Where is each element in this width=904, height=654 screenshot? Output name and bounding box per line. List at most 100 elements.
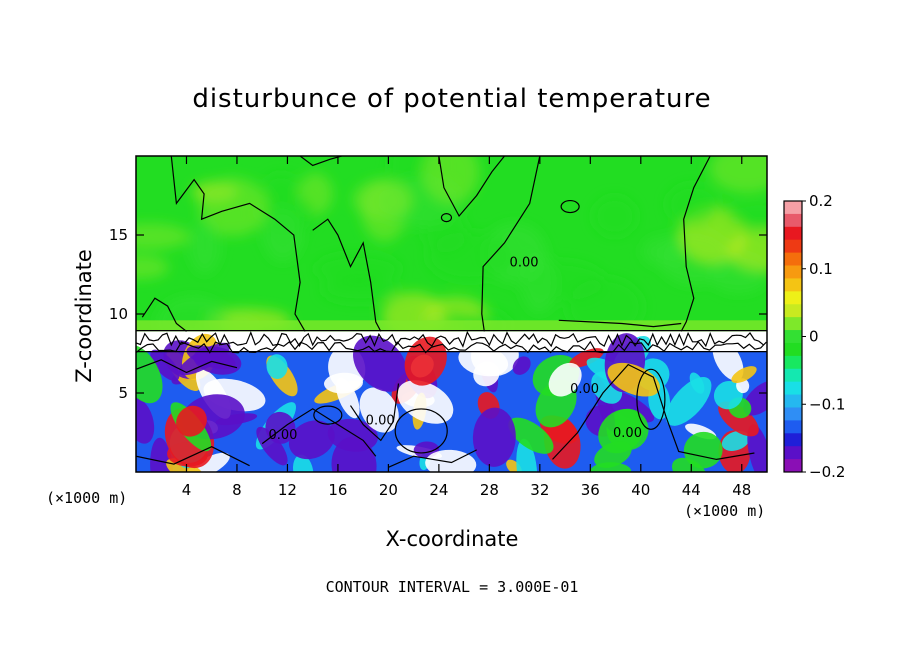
colorbar-cell — [784, 317, 802, 331]
colorbar-cell — [784, 278, 802, 292]
colorbar-cell — [784, 330, 802, 344]
colorbar-cell — [784, 381, 802, 395]
contour-lines — [136, 156, 767, 468]
contour-line — [170, 156, 306, 332]
field-patch — [264, 173, 298, 198]
y-tick-label: 15 — [109, 226, 128, 244]
contour-line — [261, 408, 377, 457]
x-tick-label: 28 — [480, 481, 499, 499]
y-tick-label: 10 — [109, 305, 128, 323]
contour-ring — [560, 199, 580, 214]
field-patch — [198, 177, 269, 237]
eddy — [512, 356, 531, 375]
colorbar-cell — [784, 304, 802, 318]
field-patch — [136, 255, 169, 280]
contour-label: 0.00 — [366, 414, 395, 429]
field-patch — [189, 220, 221, 274]
x-tick-label: 12 — [278, 481, 297, 499]
colorbar-cell — [784, 265, 802, 279]
eddy — [473, 361, 500, 387]
contour-line — [141, 297, 187, 332]
eddy — [184, 452, 230, 472]
chart-title: disturbunce of potential temperature — [192, 84, 712, 114]
colorbar-cell — [784, 446, 802, 460]
eddy — [397, 380, 454, 424]
colorbar-cell — [784, 252, 802, 266]
contour-line — [312, 218, 382, 332]
colorbar-cell — [784, 394, 802, 408]
eddy — [176, 405, 207, 437]
colorbar-tick-label: 0 — [809, 328, 819, 346]
eddy — [256, 426, 288, 466]
eddy — [548, 362, 582, 397]
eddy — [516, 438, 538, 472]
x-tick-label: 4 — [182, 481, 192, 499]
field-patch — [593, 196, 637, 237]
eddy — [472, 407, 516, 467]
eddy — [713, 380, 743, 410]
eddy — [594, 441, 632, 468]
x-tick-label: 24 — [429, 481, 448, 499]
contour-label: 0.00 — [269, 428, 298, 443]
eddy — [359, 387, 399, 433]
colorbar-cell — [784, 201, 802, 215]
eddy — [607, 362, 660, 397]
contour-interval-note: CONTOUR INTERVAL = 3.000E-01 — [325, 578, 579, 596]
x-axis-label: X-coordinate — [385, 527, 519, 551]
eddy — [721, 430, 750, 451]
contour-ring — [313, 405, 343, 425]
colorbar-tick-label: −0.1 — [809, 395, 845, 413]
contour-line — [136, 359, 238, 374]
x-tick-label: 48 — [732, 481, 751, 499]
colorbar-cell — [784, 239, 802, 254]
eddy — [288, 420, 335, 460]
contour-line — [350, 383, 400, 442]
colorbar-tick-label: 0.1 — [809, 260, 833, 278]
field-patch — [709, 156, 767, 193]
x-axis-ticks: 4 8 12 16 20 24 28 32 36 40 44 48 — [182, 156, 751, 499]
x-tick-label: 16 — [328, 481, 347, 499]
eddy — [266, 354, 288, 379]
field-patch — [136, 223, 190, 250]
eddy — [323, 372, 363, 394]
eddy — [353, 335, 408, 392]
eddy — [718, 401, 759, 437]
colorbar-cell — [784, 368, 802, 383]
y-tick-label: 5 — [118, 384, 128, 402]
field-patch — [427, 231, 512, 282]
field-patch — [315, 253, 401, 285]
x-tick-label: 40 — [631, 481, 650, 499]
eddy — [331, 436, 377, 472]
colorbar-cell — [784, 342, 802, 357]
colorbar-cell — [784, 459, 802, 473]
colorbar-cell — [784, 226, 802, 241]
contour-label: 0.00 — [510, 256, 539, 271]
eddy — [193, 346, 242, 375]
eddy — [712, 338, 744, 381]
eddy — [569, 348, 604, 368]
field-patch — [352, 179, 414, 220]
y-axis-ticks: 5 10 15 — [109, 226, 767, 402]
contour-labels: 0.00 0.00 0.00 0.00 0.00 — [269, 256, 642, 443]
colorbar-cell — [784, 291, 802, 305]
eddy — [683, 431, 723, 469]
eddy — [665, 376, 712, 426]
x-tick-label: 20 — [379, 481, 398, 499]
contour-line — [481, 156, 541, 332]
x-tick-label: 8 — [232, 481, 242, 499]
field-patch — [321, 276, 400, 303]
contour-line — [299, 156, 342, 167]
x-tick-label: 44 — [682, 481, 701, 499]
colorbar-cell — [784, 355, 802, 370]
contour-ring — [440, 213, 453, 223]
colorbar-cell — [784, 407, 802, 421]
colorbar: −0.2 −0.1 0 0.1 0.2 — [783, 192, 845, 481]
contour-label: 0.00 — [613, 426, 642, 441]
eddy — [743, 380, 767, 416]
eddy — [166, 458, 205, 472]
eddy — [508, 417, 554, 454]
colorbar-tick-label: −0.2 — [809, 463, 845, 481]
eddy — [293, 454, 314, 472]
field-patch — [666, 184, 719, 225]
